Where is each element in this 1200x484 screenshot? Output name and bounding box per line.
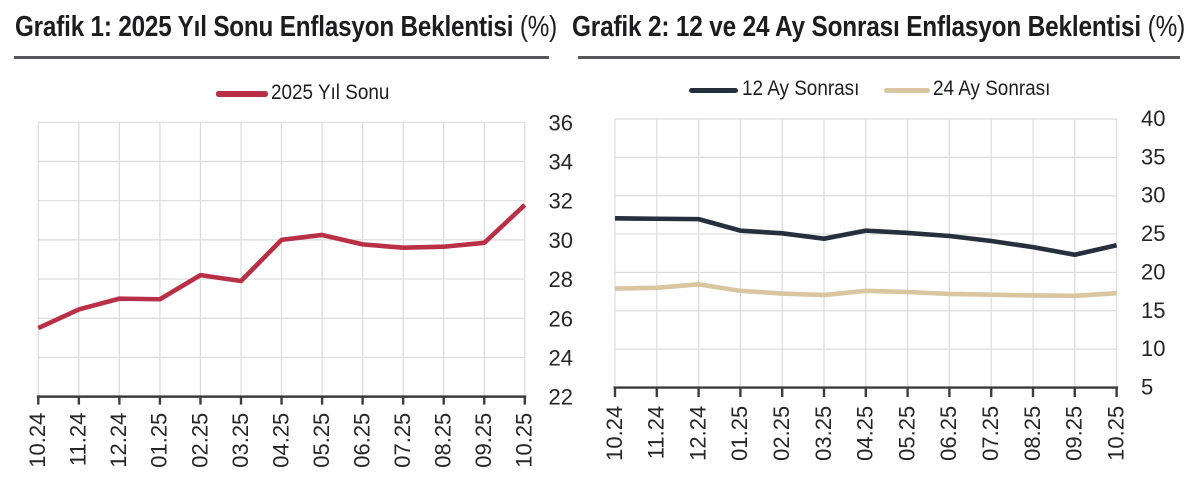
- svg-text:10.25: 10.25: [512, 413, 537, 468]
- svg-text:05.25: 05.25: [894, 406, 919, 461]
- svg-text:07.25: 07.25: [978, 406, 1003, 461]
- svg-text:10.25: 10.25: [1103, 406, 1128, 461]
- svg-text:25: 25: [1141, 221, 1165, 246]
- svg-text:30: 30: [1141, 183, 1165, 208]
- svg-text:34: 34: [549, 149, 573, 174]
- svg-text:5: 5: [1141, 375, 1153, 400]
- svg-text:22: 22: [549, 385, 573, 410]
- svg-text:12.24: 12.24: [106, 413, 131, 468]
- svg-text:28: 28: [549, 267, 573, 292]
- svg-text:30: 30: [549, 228, 573, 253]
- svg-text:24: 24: [549, 345, 573, 370]
- svg-text:06.25: 06.25: [936, 406, 961, 461]
- svg-text:20: 20: [1141, 259, 1165, 284]
- svg-text:32: 32: [549, 189, 573, 214]
- svg-text:10: 10: [1141, 336, 1165, 361]
- svg-text:06.25: 06.25: [349, 413, 374, 468]
- svg-text:11.24: 11.24: [66, 413, 91, 466]
- svg-text:02.25: 02.25: [187, 413, 212, 468]
- svg-text:04.25: 04.25: [268, 413, 293, 468]
- svg-text:26: 26: [549, 306, 573, 331]
- svg-text:02.25: 02.25: [769, 406, 794, 461]
- svg-text:08.25: 08.25: [431, 413, 456, 468]
- svg-text:09.25: 09.25: [1062, 406, 1087, 461]
- svg-text:03.25: 03.25: [228, 413, 253, 468]
- svg-text:35: 35: [1141, 144, 1165, 169]
- svg-text:10.24: 10.24: [25, 413, 50, 468]
- svg-text:08.25: 08.25: [1020, 406, 1045, 461]
- svg-text:07.25: 07.25: [390, 413, 415, 468]
- svg-text:12.24: 12.24: [685, 406, 710, 461]
- svg-text:09.25: 09.25: [471, 413, 496, 468]
- svg-text:01.25: 01.25: [727, 406, 752, 461]
- svg-text:04.25: 04.25: [853, 406, 878, 461]
- svg-text:05.25: 05.25: [309, 413, 334, 468]
- svg-text:11.24: 11.24: [644, 406, 669, 459]
- svg-text:03.25: 03.25: [811, 406, 836, 461]
- svg-text:15: 15: [1141, 298, 1165, 323]
- svg-text:01.25: 01.25: [147, 413, 172, 468]
- svg-text:40: 40: [1141, 106, 1165, 131]
- svg-text:36: 36: [549, 110, 573, 135]
- svg-text:10.24: 10.24: [602, 406, 627, 461]
